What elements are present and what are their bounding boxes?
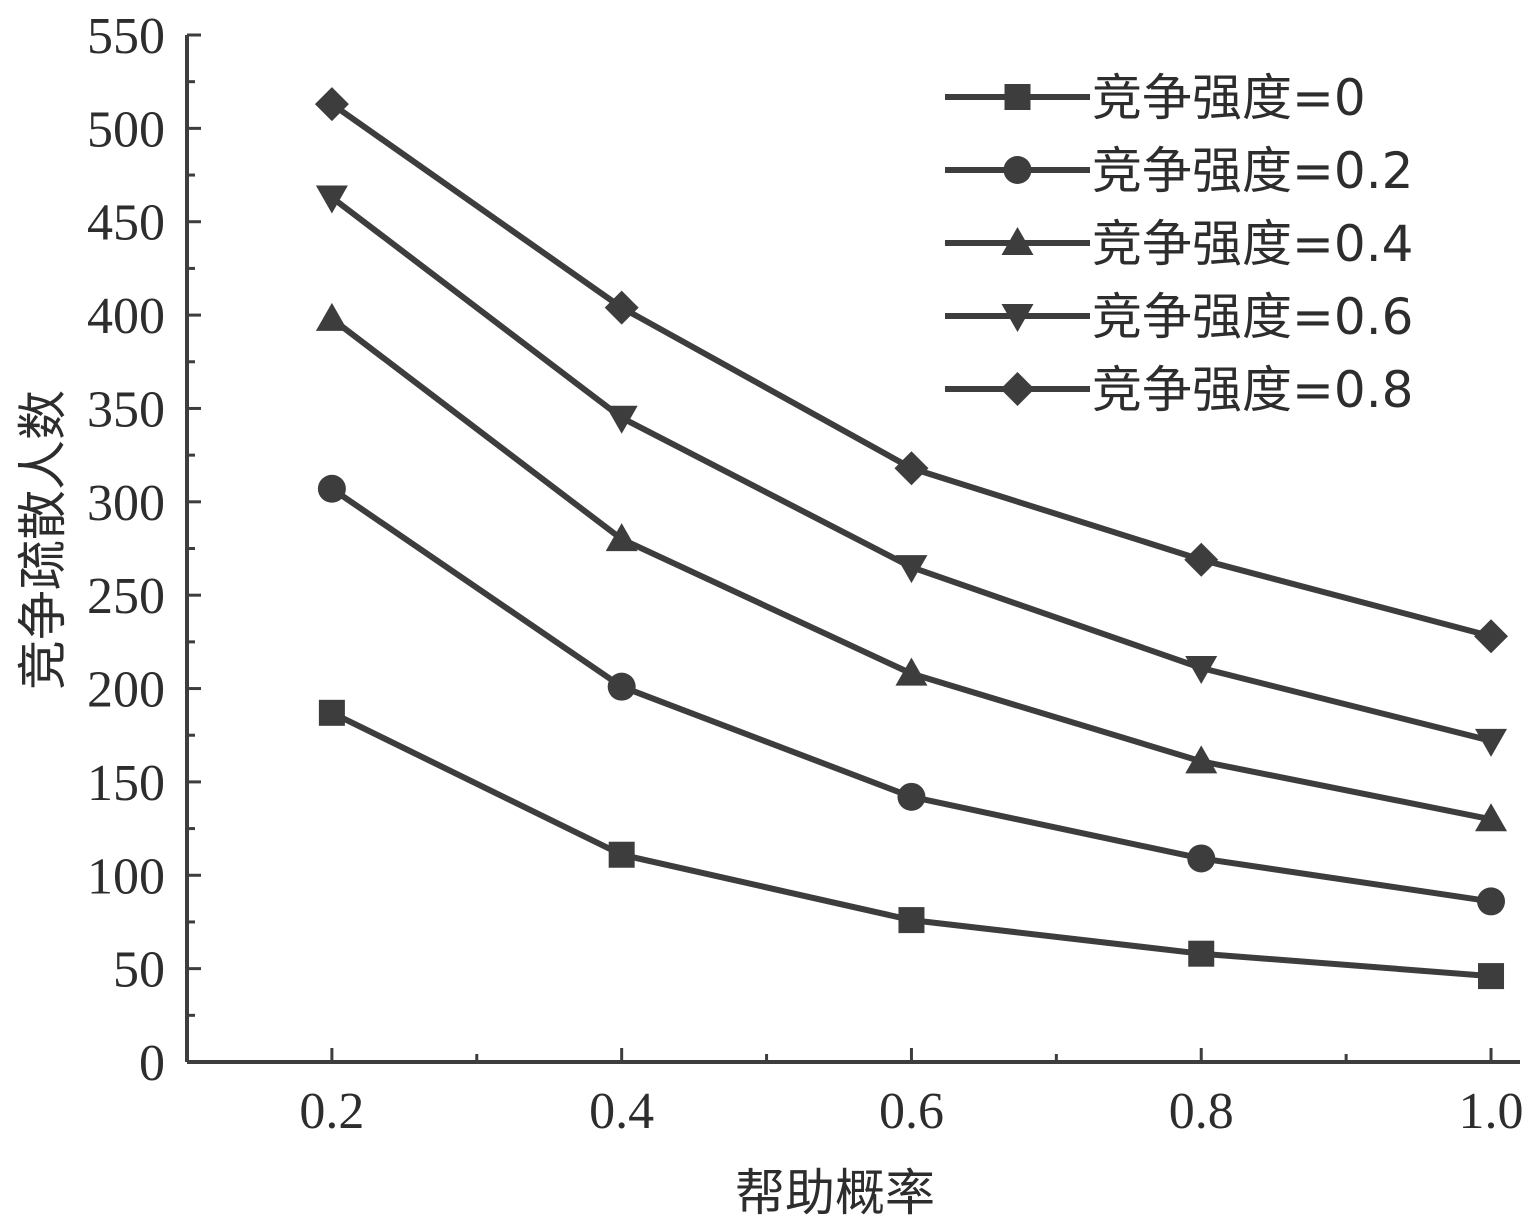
legend-marker	[1001, 304, 1034, 332]
data-point	[608, 841, 635, 868]
data-point	[1478, 963, 1505, 990]
legend-marker	[1004, 84, 1031, 110]
data-point	[314, 87, 349, 122]
data-point	[1184, 542, 1219, 577]
series-line	[330, 710, 1492, 980]
legend-label: 竞争强度=0.8	[1092, 361, 1413, 419]
x-tick-label: 0.8	[1169, 1083, 1234, 1140]
legend-item: 竞争强度=0	[945, 69, 1366, 127]
x-tick-label: 0.2	[299, 1083, 364, 1140]
data-point	[1185, 656, 1218, 685]
data-point	[895, 555, 928, 584]
data-point	[317, 474, 346, 503]
data-point	[898, 907, 925, 934]
data-point	[1474, 619, 1509, 654]
legend-marker	[1000, 372, 1035, 406]
axes: 0 50 100 150 200 250 300 350 400 450 500 550 0.2 0.4 0…	[87, 8, 1524, 1140]
data-point	[1475, 728, 1508, 757]
y-tick-label: 50	[113, 942, 165, 999]
legend-label: 竞争强度=0	[1092, 69, 1366, 127]
data-point	[605, 405, 638, 434]
legend-item: 竞争强度=0.8	[945, 361, 1413, 419]
series-4	[314, 87, 1509, 654]
y-tick-label: 100	[87, 848, 165, 905]
y-axis-title: 竞争疏散人数	[14, 390, 72, 690]
legend-item: 竞争强度=0.2	[945, 142, 1413, 200]
data-point	[605, 523, 638, 552]
x-tick-label: 0.6	[879, 1083, 944, 1140]
legend: 竞争强度=0 竞争强度=0.2 竞争强度=0.4 竞争强度=0.6 竞争强度=0.8	[945, 69, 1413, 419]
series-1	[317, 474, 1506, 916]
data-point	[894, 451, 929, 486]
data-point	[315, 185, 348, 214]
data-point	[1188, 940, 1215, 967]
data-point	[607, 672, 636, 701]
y-tick-label: 450	[87, 195, 165, 252]
y-tick-label: 300	[87, 475, 165, 532]
y-tick-label: 500	[87, 101, 165, 158]
y-tick-label: 0	[139, 1035, 165, 1092]
data-point	[1187, 844, 1216, 873]
legend-item: 竞争强度=0.4	[945, 215, 1413, 273]
data-point	[1477, 887, 1506, 916]
data-point	[318, 699, 345, 726]
legend-marker	[1001, 227, 1034, 255]
legend-label: 竞争强度=0.4	[1092, 215, 1413, 273]
data-point	[1185, 745, 1218, 774]
y-tick-label: 250	[87, 568, 165, 625]
legend-marker	[1003, 156, 1032, 184]
legend-item: 竞争强度=0.6	[945, 288, 1413, 346]
series-3	[315, 185, 1508, 757]
data-point	[897, 782, 926, 811]
y-tick-label: 550	[87, 8, 165, 65]
x-tick-label: 1.0	[1459, 1083, 1524, 1140]
y-tick-label: 200	[87, 662, 165, 719]
data-point	[1475, 803, 1508, 832]
data-point	[315, 302, 348, 331]
y-tick-label: 150	[87, 755, 165, 812]
y-tick-label: 350	[87, 381, 165, 438]
legend-label: 竞争强度=0.2	[1092, 142, 1413, 200]
x-axis-title: 帮助概率	[735, 1164, 935, 1222]
y-tick-label: 400	[87, 288, 165, 345]
series-2	[315, 302, 1508, 832]
x-tick-label: 0.4	[589, 1083, 654, 1140]
series-0	[318, 699, 1505, 990]
legend-label: 竞争强度=0.6	[1092, 288, 1413, 346]
series-layer	[314, 87, 1509, 990]
data-point	[895, 657, 928, 686]
data-point	[604, 290, 639, 325]
